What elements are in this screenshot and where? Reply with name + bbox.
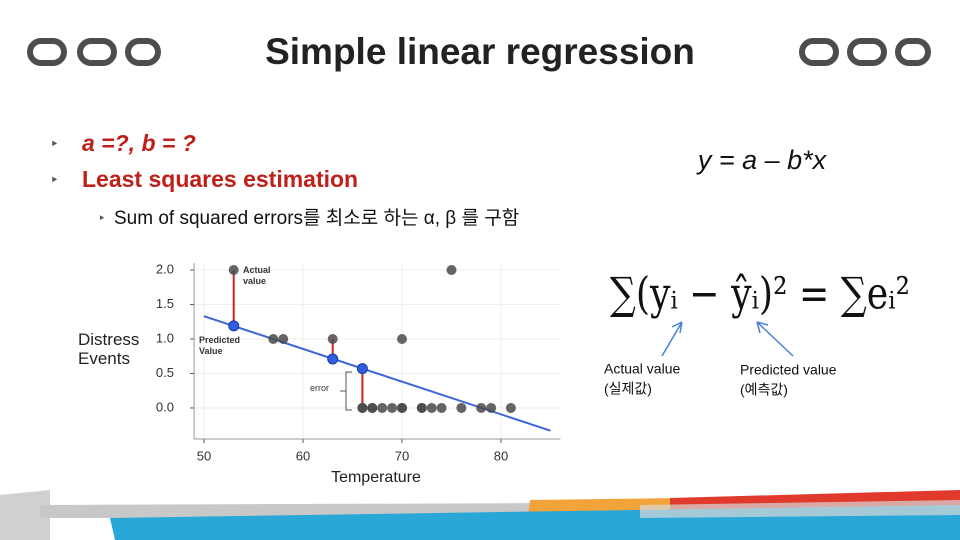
x-tick-label: 50: [197, 448, 211, 463]
decor-stripes: [0, 490, 960, 540]
annotation: error: [310, 383, 330, 393]
y-tick-label: 1.5: [156, 296, 174, 311]
y-tick-label: 2.0: [156, 261, 174, 276]
point: [228, 264, 239, 275]
annotation: Actual value: [243, 265, 271, 286]
formula-label: (실제값): [604, 381, 652, 397]
point: [268, 333, 279, 344]
x-tick-label: 80: [494, 448, 508, 463]
y-axis-label: Distress Events: [78, 330, 140, 368]
formula-label: Actual value: [604, 361, 680, 377]
y-tick-label: 0.5: [156, 365, 174, 380]
formula-label: Predicted value: [740, 362, 837, 378]
title: Simple linear regression: [265, 31, 695, 72]
formula-label: (예측값): [740, 382, 788, 398]
point: [228, 320, 240, 332]
point: [387, 402, 398, 413]
point: [367, 402, 378, 413]
svg-text:‣: ‣: [50, 136, 59, 153]
point: [356, 363, 368, 375]
model: y = a – b*x: [696, 145, 828, 175]
plot-area: [194, 258, 560, 440]
point: [397, 333, 407, 344]
y-tick-label: 1.0: [156, 330, 174, 345]
svg-text:‣: ‣: [50, 172, 59, 189]
bullet: a =?, b = ?: [82, 130, 196, 156]
point: [397, 402, 407, 413]
point: [446, 264, 457, 275]
point: [476, 402, 487, 413]
point: [357, 402, 368, 413]
point: [327, 333, 338, 344]
point: [505, 402, 516, 413]
error-bracket: [340, 371, 352, 411]
point: [426, 402, 437, 413]
decor-ovals: [27, 38, 931, 66]
point: [456, 402, 467, 413]
point: [436, 402, 447, 413]
formula-arrows: [661, 321, 794, 357]
x-axis-label: Temperature: [331, 469, 421, 486]
x-tick-label: 70: [395, 448, 409, 463]
point: [377, 402, 388, 413]
svg-text:‣: ‣: [98, 210, 106, 225]
formula: ∑(yᵢ − ŷᵢ)² = ∑eᵢ²: [610, 269, 910, 320]
annotation: Predicted Value: [199, 335, 241, 356]
point: [486, 402, 497, 413]
y-tick-label: 0.0: [156, 399, 174, 414]
bullet: Least squares estimation: [82, 166, 358, 192]
sub-bullet: Sum of squared errors를 최소로 하는 α, β 를 구함: [114, 207, 519, 229]
point: [416, 402, 427, 413]
bullet-glyphs: ‣ ‣ ‣: [50, 136, 106, 225]
x-tick-label: 60: [296, 448, 310, 463]
point: [327, 353, 339, 365]
point: [278, 333, 289, 344]
